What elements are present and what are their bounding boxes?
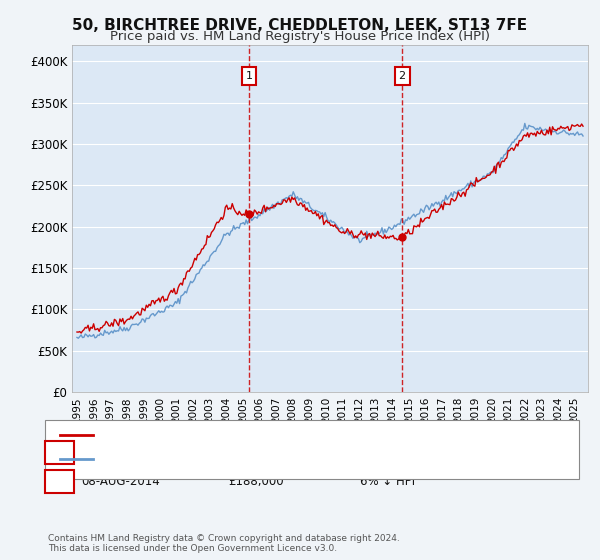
Text: This data is licensed under the Open Government Licence v3.0.: This data is licensed under the Open Gov… — [48, 544, 337, 553]
Text: £188,000: £188,000 — [228, 475, 284, 488]
Text: 50, BIRCHTREE DRIVE, CHEDDLETON, LEEK, ST13 7FE: 50, BIRCHTREE DRIVE, CHEDDLETON, LEEK, S… — [73, 18, 527, 33]
Text: 10-MAY-2005: 10-MAY-2005 — [81, 446, 157, 459]
Text: 6% ↓ HPI: 6% ↓ HPI — [360, 475, 415, 488]
Text: 17% ↑ HPI: 17% ↑ HPI — [360, 446, 422, 459]
Text: 2: 2 — [55, 475, 64, 488]
Text: 1: 1 — [55, 446, 64, 459]
Text: 1: 1 — [245, 71, 253, 81]
Text: HPI: Average price, detached house, Staffordshire Moorlands: HPI: Average price, detached house, Staf… — [99, 454, 417, 464]
Text: Price paid vs. HM Land Registry's House Price Index (HPI): Price paid vs. HM Land Registry's House … — [110, 30, 490, 43]
Text: £215,000: £215,000 — [228, 446, 284, 459]
Text: 08-AUG-2014: 08-AUG-2014 — [81, 475, 160, 488]
Text: Contains HM Land Registry data © Crown copyright and database right 2024.: Contains HM Land Registry data © Crown c… — [48, 534, 400, 543]
Text: 50, BIRCHTREE DRIVE, CHEDDLETON, LEEK, ST13 7FE (detached house): 50, BIRCHTREE DRIVE, CHEDDLETON, LEEK, S… — [99, 430, 473, 440]
Text: 2: 2 — [398, 71, 406, 81]
